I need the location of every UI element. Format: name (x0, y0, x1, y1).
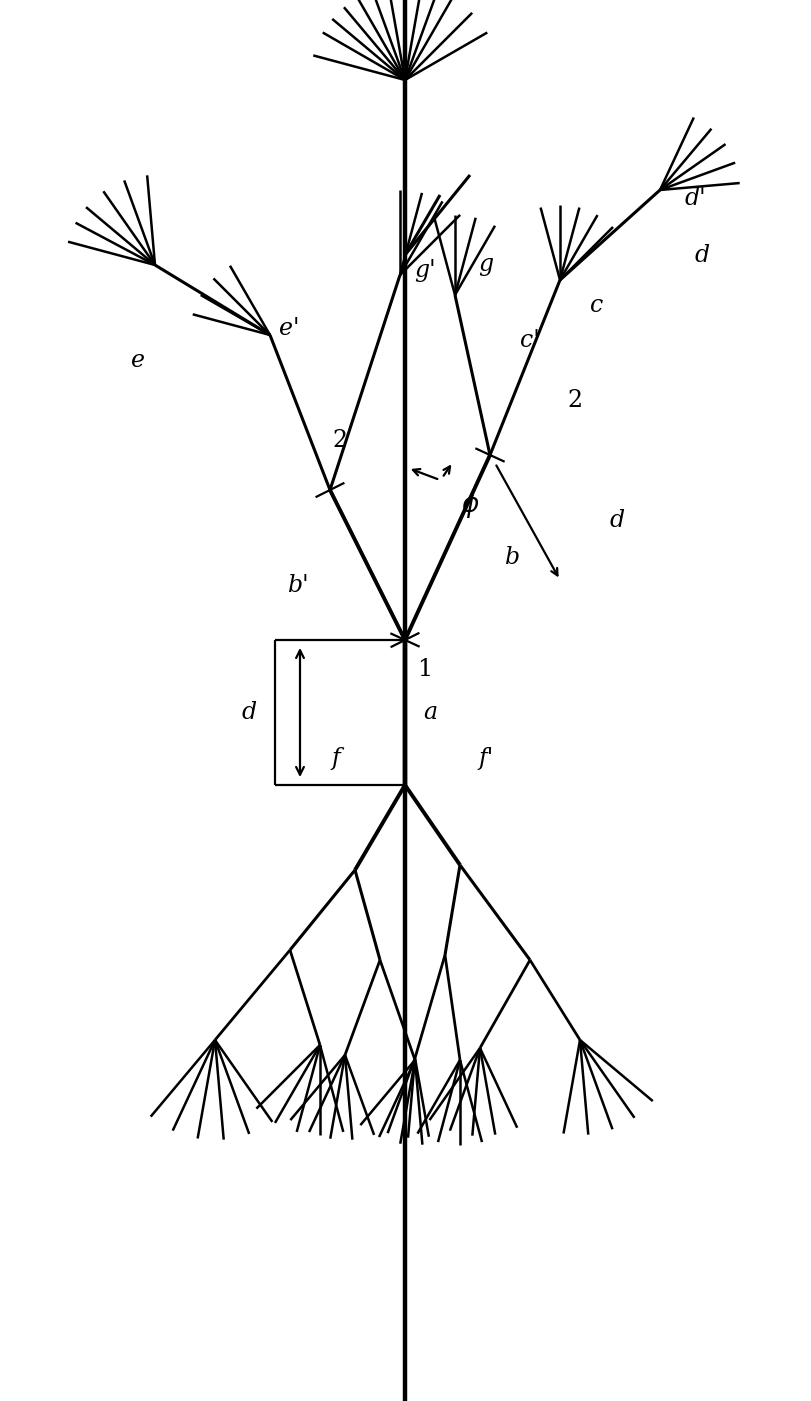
Text: d': d' (685, 186, 706, 210)
Text: g': g' (414, 259, 436, 282)
Text: c: c (590, 293, 603, 317)
Text: e': e' (280, 317, 300, 339)
Text: 2: 2 (333, 429, 348, 451)
Text: d: d (610, 509, 625, 531)
Text: b': b' (289, 573, 310, 597)
Text: d: d (695, 244, 710, 266)
Text: 1: 1 (417, 658, 432, 681)
Text: e: e (131, 349, 145, 371)
Text: 2: 2 (568, 388, 582, 412)
Text: g: g (478, 252, 493, 276)
Text: f': f' (478, 747, 493, 769)
Text: $\phi$: $\phi$ (461, 490, 479, 520)
Text: d: d (242, 700, 257, 724)
Text: b: b (505, 545, 520, 569)
Text: f: f (331, 747, 340, 769)
Text: a: a (423, 700, 437, 724)
Text: c': c' (520, 328, 540, 352)
